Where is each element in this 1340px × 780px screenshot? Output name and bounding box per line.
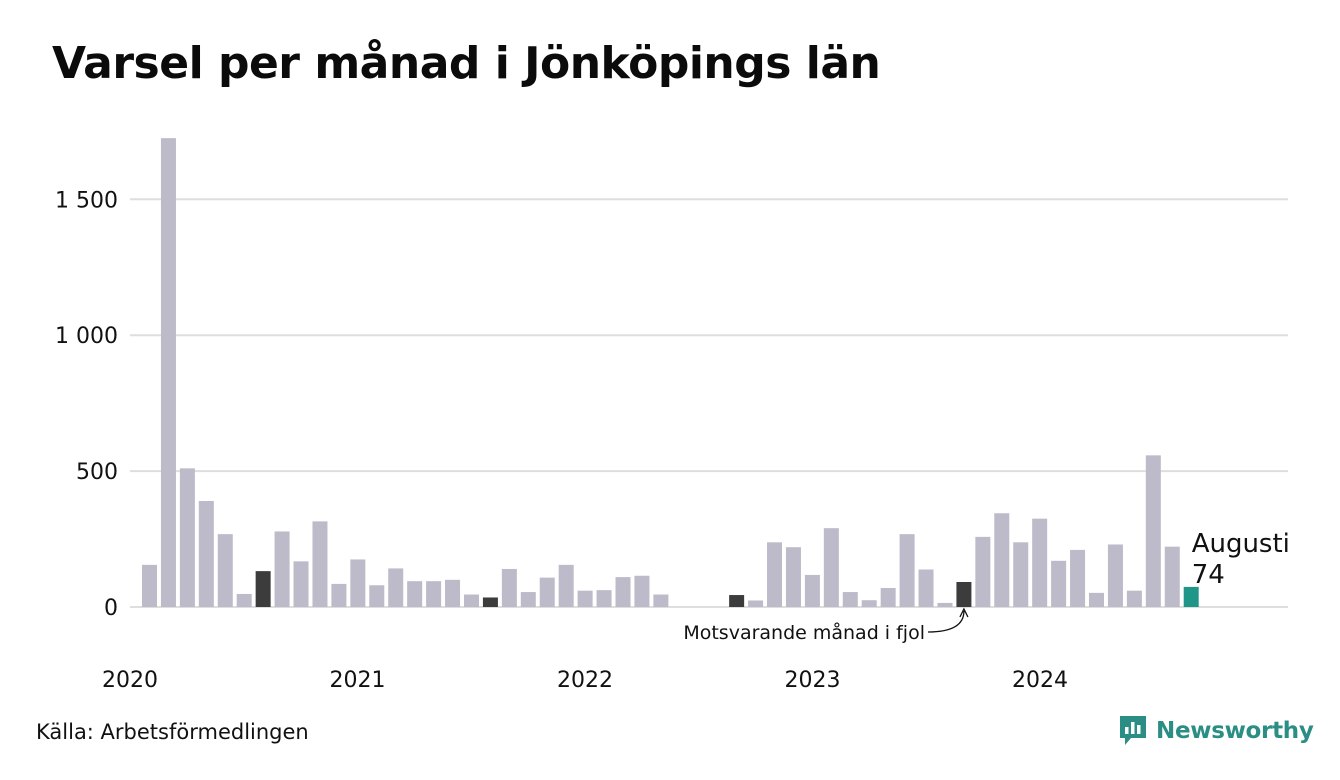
x-year-label: 2024 [1012, 668, 1068, 693]
y-tick-label: 0 [104, 596, 118, 621]
bar [653, 594, 669, 607]
bar [1126, 590, 1142, 607]
bar [331, 583, 347, 607]
bar [634, 575, 650, 607]
bar [615, 577, 631, 607]
annotation-arrowhead [959, 607, 969, 618]
bar [1107, 544, 1123, 607]
bar-highlight [729, 595, 745, 607]
bar [1013, 542, 1029, 607]
bar [918, 569, 934, 607]
bar [293, 561, 309, 607]
bar [388, 568, 404, 607]
x-year-label: 2023 [785, 668, 841, 693]
annotation-text: Motsvarande månad i fjol [683, 621, 925, 644]
bar-current [1183, 586, 1199, 607]
y-tick-label: 1 500 [55, 188, 118, 213]
bar [463, 594, 479, 607]
bar [217, 534, 233, 607]
page-title: Varsel per månad i Jönköpings län [52, 38, 881, 89]
bar [785, 547, 801, 607]
bar [274, 531, 290, 607]
bar [899, 534, 915, 607]
y-tick-label: 1 000 [55, 324, 118, 349]
bar-highlight [255, 571, 271, 607]
brand-logo[interactable]: Newsworthy [1118, 714, 1314, 748]
bar [1070, 549, 1086, 607]
bar [1145, 455, 1161, 607]
bar [1164, 546, 1180, 607]
bar [596, 590, 612, 607]
x-axis-year-labels: 2020 2021 2022 2023 2024 [102, 668, 1068, 693]
bar-highlight [482, 597, 498, 607]
bar [577, 590, 593, 607]
bar [1051, 560, 1067, 607]
bar [880, 587, 896, 607]
bar [1089, 592, 1104, 607]
bar [520, 592, 536, 607]
bar [823, 528, 839, 607]
bar [407, 581, 423, 607]
bar [198, 500, 214, 607]
bar [937, 602, 953, 607]
bar [236, 593, 252, 607]
bar [501, 568, 517, 607]
bar [539, 577, 555, 607]
x-year-label: 2020 [102, 668, 158, 693]
bar [994, 513, 1010, 607]
x-year-label: 2022 [557, 668, 613, 693]
x-year-label: 2021 [330, 668, 386, 693]
newsworthy-logo-icon [1120, 716, 1146, 745]
y-tick-label: 500 [76, 460, 118, 485]
bar [861, 600, 877, 607]
annotation-arrow [927, 610, 965, 633]
current-month-label: Augusti [1192, 529, 1290, 559]
source-note: Källa: Arbetsförmedlingen [36, 720, 309, 744]
bar [804, 574, 820, 607]
bar [767, 542, 783, 607]
bar [748, 600, 764, 607]
bar [1032, 518, 1048, 607]
bar [426, 581, 442, 607]
bar [558, 564, 574, 607]
bar [142, 564, 157, 607]
bar [312, 521, 328, 607]
current-value-label: 74 [1192, 560, 1225, 590]
bar [160, 138, 176, 607]
bar [445, 579, 461, 607]
brand-name: Newsworthy [1156, 718, 1314, 744]
bar [369, 585, 385, 607]
bar [179, 468, 195, 607]
y-axis-tick-labels: 0 500 1 000 1 500 [55, 188, 118, 621]
bar [350, 559, 366, 607]
bar [842, 592, 858, 607]
bars [142, 138, 1199, 607]
bar-highlight [956, 581, 972, 607]
bar [975, 536, 991, 607]
